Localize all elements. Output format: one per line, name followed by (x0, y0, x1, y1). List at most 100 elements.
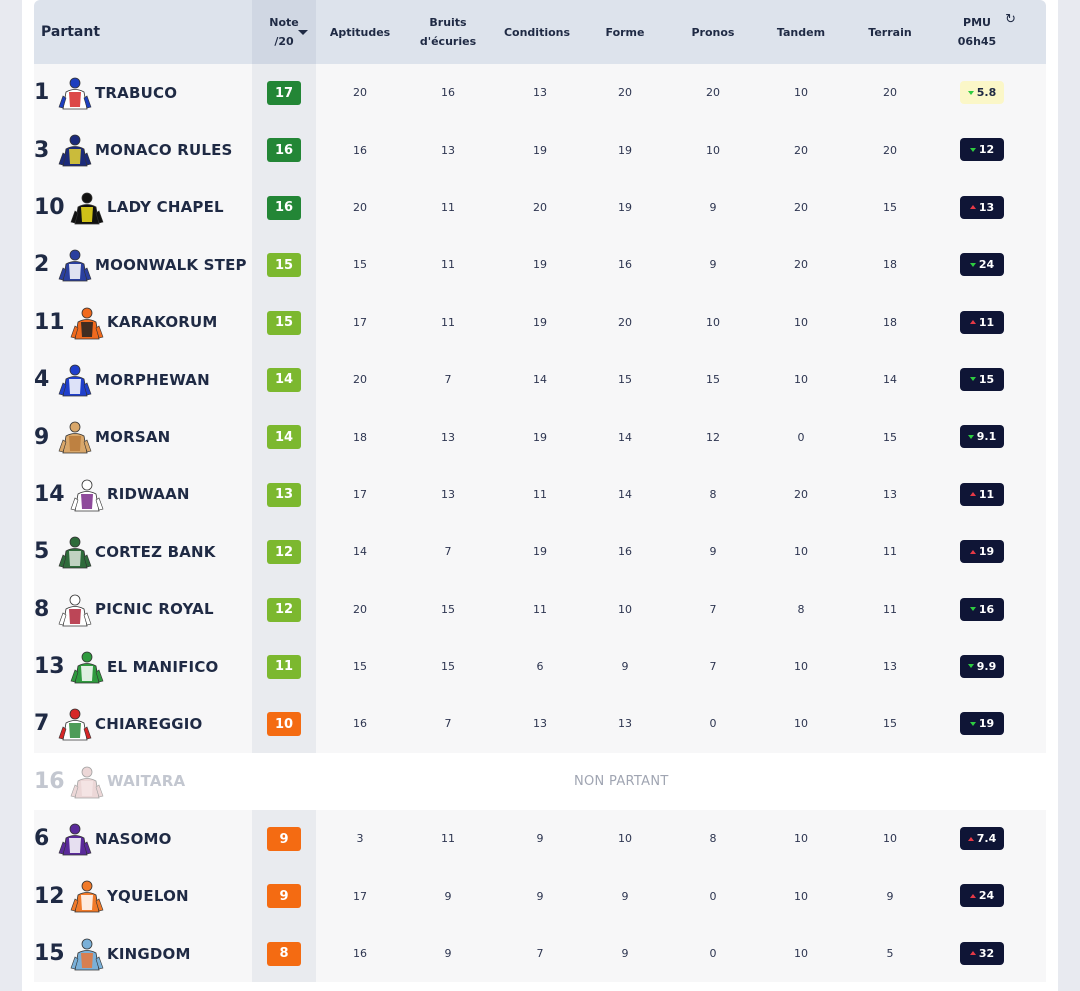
aptitudes-score: 20 (353, 373, 367, 387)
forme-score: 20 (618, 315, 632, 329)
runner-name[interactable]: LADY CHAPEL (107, 198, 224, 217)
pmu-odds-badge[interactable]: 11 (960, 310, 1004, 334)
forme-score: 19 (618, 143, 632, 157)
tandem-score: 10 (794, 947, 808, 961)
pmu-odds-badge[interactable]: 19 (960, 540, 1004, 564)
tandem-score: 20 (794, 200, 808, 214)
odds-value: 19 (978, 717, 995, 731)
runner-name[interactable]: KARAKORUM (107, 313, 218, 332)
runner-name[interactable]: CORTEZ BANK (95, 542, 216, 561)
column-header-pmu[interactable]: PMU 06h45 (949, 0, 1005, 64)
aptitudes-score: 20 (353, 602, 367, 616)
runner-name[interactable]: CHIAREGGIO (95, 714, 203, 733)
runner-name[interactable]: MONACO RULES (95, 141, 233, 160)
pmu-odds-badge[interactable]: 24 (960, 253, 1004, 277)
pmu-odds-badge[interactable]: 11 (960, 482, 1004, 506)
table-row[interactable]: 10 LADY CHAPEL 16 20 11 20 19 9 20 15 13 (34, 178, 1046, 237)
conditions-score: 11 (533, 602, 547, 616)
column-header-forme[interactable]: Forme (605, 25, 645, 39)
bruits-score: 15 (441, 602, 455, 616)
jockey-silk-icon (70, 651, 104, 684)
pmu-odds-badge[interactable]: 7.4 (960, 827, 1004, 851)
table-row[interactable]: 1 TRABUCO 17 20 16 13 20 20 10 20 5.8 (34, 64, 1046, 122)
runner-name[interactable]: MORPHEWAN (95, 370, 210, 389)
runner-number: 4 (34, 367, 50, 393)
tandem-score: 10 (794, 889, 808, 903)
terrain-score: 9 (886, 889, 894, 903)
bruits-score: 11 (441, 832, 455, 846)
runner-name[interactable]: KINGDOM (107, 944, 191, 963)
runner-name[interactable]: MOONWALK STEP (95, 255, 247, 274)
conditions-score: 6 (536, 660, 544, 674)
column-header-conditions[interactable]: Conditions (503, 25, 571, 39)
bruits-score: 13 (441, 430, 455, 444)
note-badge: 15 (267, 253, 301, 278)
runner-name[interactable]: MORSAN (95, 428, 171, 447)
pronos-score: 7 (709, 660, 717, 674)
column-header-partant[interactable]: Partant (41, 23, 101, 40)
table-row[interactable]: 3 MONACO RULES 16 16 13 19 19 10 20 20 12 (34, 121, 1046, 179)
pronos-score: 9 (709, 258, 717, 272)
bruits-score: 11 (441, 258, 455, 272)
column-header-terrain[interactable]: Terrain (868, 25, 912, 39)
pronos-score: 10 (706, 315, 720, 329)
table-header: Partant Note /20 Aptitudes Bruits d'écur… (34, 0, 1046, 64)
pmu-odds-badge[interactable]: 12 (960, 138, 1004, 162)
jockey-silk-icon (58, 421, 92, 454)
pmu-odds-badge[interactable]: 19 (960, 712, 1004, 736)
runner-name[interactable]: EL MANIFICO (107, 657, 219, 676)
pmu-odds-badge[interactable]: 5.8 (960, 81, 1004, 104)
ranking-table: Partant Note /20 Aptitudes Bruits d'écur… (34, 0, 1046, 983)
table-row[interactable]: 16 WAITARA NON PARTANT (34, 752, 1046, 811)
pmu-odds-badge[interactable]: 24 (960, 884, 1004, 908)
column-header-note[interactable]: Note /20 (252, 0, 316, 64)
table-row[interactable]: 7 CHIAREGGIO 10 16 7 13 13 0 10 15 19 (34, 695, 1046, 753)
table-row[interactable]: 4 MORPHEWAN 14 20 7 14 15 15 10 14 15 (34, 350, 1046, 409)
pmu-odds-badge[interactable]: 13 (960, 195, 1004, 219)
column-header-tandem[interactable]: Tandem (776, 25, 826, 39)
sort-desc-icon[interactable] (298, 30, 308, 35)
pmu-odds-badge[interactable]: 9.1 (960, 425, 1004, 449)
table-row[interactable]: 11 KARAKORUM 15 17 11 19 20 10 10 18 11 (34, 293, 1046, 351)
column-header-bruits[interactable]: Bruits d'écuries (418, 0, 478, 64)
table-row[interactable]: 8 PICNIC ROYAL 12 20 15 11 10 7 8 11 16 (34, 580, 1046, 638)
runner-number: 3 (34, 137, 50, 163)
table-row[interactable]: 2 MOONWALK STEP 15 15 11 19 16 9 20 18 24 (34, 236, 1046, 294)
table-row[interactable]: 9 MORSAN 14 18 13 19 14 12 0 15 9.1 (34, 408, 1046, 466)
aptitudes-score: 16 (353, 947, 367, 961)
column-header-pronos[interactable]: Pronos (691, 25, 735, 39)
runner-number: 12 (34, 883, 65, 909)
refresh-icon[interactable]: ↻ (1005, 12, 1016, 27)
runner-name[interactable]: TRABUCO (95, 83, 178, 102)
table-row[interactable]: 15 KINGDOM 8 16 9 7 9 0 10 5 32 (34, 924, 1046, 983)
pmu-odds-badge[interactable]: 16 (960, 597, 1004, 621)
pmu-odds-badge[interactable]: 15 (960, 367, 1004, 391)
jockey-silk-icon (70, 938, 104, 971)
note-badge: 14 (267, 367, 301, 392)
column-header-aptitudes[interactable]: Aptitudes (329, 25, 391, 39)
runner-number: 16 (34, 768, 65, 794)
table-row[interactable]: 12 YQUELON 9 17 9 9 9 0 10 9 24 (34, 867, 1046, 925)
trend-up-icon (969, 205, 976, 210)
pmu-odds-badge[interactable]: 9.9 (960, 654, 1004, 678)
runner-name[interactable]: PICNIC ROYAL (95, 600, 214, 619)
forme-score: 19 (618, 200, 632, 214)
note-badge: 16 (267, 195, 301, 220)
runner-name[interactable]: RIDWAAN (107, 485, 190, 504)
table-row[interactable]: 13 EL MANIFICO 11 15 15 6 9 7 10 13 9.9 (34, 637, 1046, 696)
table-row[interactable]: 5 CORTEZ BANK 12 14 7 19 16 9 10 11 19 (34, 523, 1046, 581)
forme-score: 9 (621, 660, 629, 674)
table-row[interactable]: 6 NASOMO 9 3 11 9 10 8 10 10 7.4 (34, 810, 1046, 868)
odds-value: 32 (978, 946, 995, 960)
runner-name[interactable]: YQUELON (107, 887, 189, 906)
table-row[interactable]: 14 RIDWAAN 13 17 13 11 14 8 20 13 11 (34, 465, 1046, 524)
runner-name[interactable]: WAITARA (107, 772, 186, 791)
pmu-odds-badge[interactable]: 32 (960, 941, 1004, 965)
runner-name[interactable]: NASOMO (95, 829, 172, 848)
runner-number: 10 (34, 194, 65, 220)
forme-score: 9 (621, 889, 629, 903)
tandem-score: 10 (794, 315, 808, 329)
conditions-score: 9 (536, 832, 544, 846)
terrain-score: 13 (883, 660, 897, 674)
note-badge: 15 (267, 310, 301, 335)
